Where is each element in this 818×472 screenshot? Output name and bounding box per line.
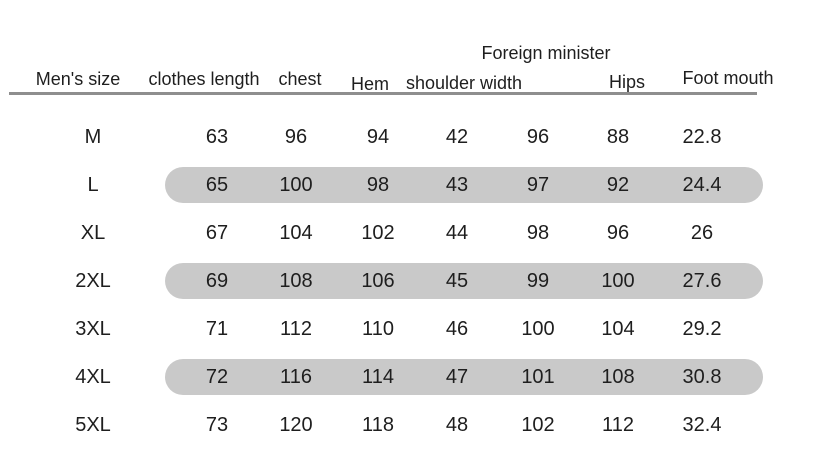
table-cell: 96 (526, 126, 550, 148)
table-cell: 106 (361, 270, 395, 292)
column-header-shoulder-width: shoulder width (405, 73, 523, 93)
header-divider (9, 92, 757, 95)
column-header-foreign-minister: Foreign minister (481, 43, 611, 63)
table-row-m: M 63 96 94 42 96 88 22.8 (0, 119, 818, 155)
table-cell: 112 (280, 318, 312, 340)
table-cell: 88 (606, 126, 630, 148)
size-label: M (84, 126, 102, 148)
table-cell: 96 (284, 126, 308, 148)
table-cell: 102 (361, 222, 395, 244)
table-cell: 120 (279, 414, 313, 436)
table-cell: 102 (521, 414, 555, 436)
table-cell: 32.4 (682, 414, 722, 436)
table-cell: 97 (526, 174, 550, 196)
table-cell: 29.2 (682, 318, 722, 340)
size-label: 3XL (75, 318, 111, 340)
table-cell: 118 (362, 414, 394, 436)
table-cell: 104 (601, 318, 635, 340)
table-cell: 100 (279, 174, 313, 196)
table-row-3xl: 3XL 71 112 110 46 100 104 29.2 (0, 311, 818, 347)
table-cell: 26 (690, 222, 714, 244)
table-cell: 27.6 (682, 270, 722, 292)
row-highlight-pill (165, 263, 763, 299)
table-cell: 73 (205, 414, 229, 436)
table-cell: 30.8 (682, 366, 722, 388)
size-label: 4XL (75, 366, 111, 388)
size-label: XL (80, 222, 106, 244)
table-cell: 72 (205, 366, 229, 388)
table-cell: 99 (526, 270, 550, 292)
table-cell: 71 (205, 318, 229, 340)
table-cell: 63 (205, 126, 229, 148)
table-cell: 65 (205, 174, 229, 196)
table-cell: 46 (445, 318, 469, 340)
table-cell: 47 (445, 366, 469, 388)
table-cell: 108 (601, 366, 635, 388)
table-cell: 22.8 (682, 126, 722, 148)
size-label: L (87, 174, 99, 196)
table-cell: 94 (366, 126, 390, 148)
size-label: 5XL (75, 414, 111, 436)
table-cell: 98 (526, 222, 550, 244)
table-cell: 67 (205, 222, 229, 244)
table-cell: 45 (445, 270, 469, 292)
column-header-clothes-length: clothes length (148, 69, 260, 89)
table-cell: 108 (279, 270, 313, 292)
column-header-foot-mouth: Foot mouth (682, 68, 774, 88)
table-cell: 100 (521, 318, 555, 340)
table-cell: 114 (362, 366, 394, 388)
table-cell: 104 (279, 222, 313, 244)
table-cell: 98 (366, 174, 390, 196)
table-cell: 112 (602, 414, 634, 436)
table-row-xl: XL 67 104 102 44 98 96 26 (0, 215, 818, 251)
column-header-chest: chest (278, 69, 322, 89)
table-row-5xl: 5XL 73 120 118 48 102 112 32.4 (0, 407, 818, 443)
row-highlight-pill (165, 167, 763, 203)
table-row-l: L 65 100 98 43 97 92 24.4 (0, 167, 818, 203)
row-highlight-pill (165, 359, 763, 395)
table-cell: 100 (601, 270, 635, 292)
table-row-2xl: 2XL 69 108 106 45 99 100 27.6 (0, 263, 818, 299)
size-label: 2XL (75, 270, 111, 292)
table-cell: 43 (445, 174, 469, 196)
column-header-hem: Hem (350, 74, 390, 94)
table-cell: 101 (521, 366, 555, 388)
table-cell: 116 (280, 366, 312, 388)
table-cell: 44 (445, 222, 469, 244)
table-cell: 42 (445, 126, 469, 148)
table-cell: 96 (606, 222, 630, 244)
table-cell: 110 (362, 318, 394, 340)
column-header-hips: Hips (608, 72, 646, 92)
table-row-4xl: 4XL 72 116 114 47 101 108 30.8 (0, 359, 818, 395)
table-cell: 92 (606, 174, 630, 196)
table-cell: 24.4 (682, 174, 722, 196)
table-cell: 69 (205, 270, 229, 292)
table-cell: 48 (445, 414, 469, 436)
column-header-mens-size: Men's size (35, 69, 121, 89)
